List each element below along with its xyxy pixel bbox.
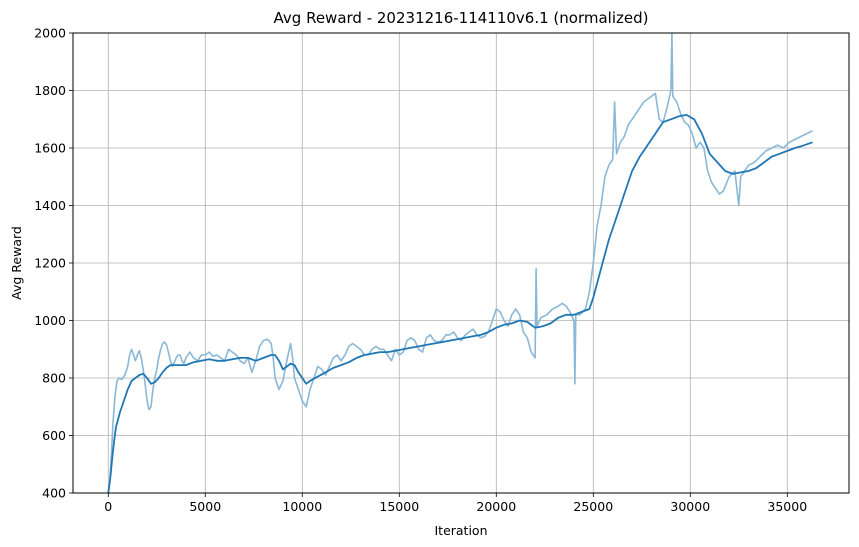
y-tick-label: 600	[42, 428, 66, 443]
y-tick-label: 1400	[34, 198, 66, 213]
y-axis: 400 600 800 1000 1200 1400 1600 1800 2000	[34, 26, 73, 501]
y-tick-label: 1600	[34, 141, 66, 156]
y-tick-label: 2000	[34, 26, 66, 41]
x-tick-label: 15000	[379, 499, 419, 514]
x-tick-label: 30000	[670, 499, 710, 514]
x-axis: 0 5000 10000 15000 20000 25000 30000 35000	[104, 493, 807, 514]
x-tick-label: 5000	[189, 499, 221, 514]
y-tick-label: 1800	[34, 83, 66, 98]
y-tick-label: 1000	[34, 313, 66, 328]
x-axis-label: Iteration	[434, 523, 487, 538]
x-tick-label: 25000	[573, 499, 613, 514]
x-tick-label: 0	[104, 499, 112, 514]
chart-title: Avg Reward - 20231216-114110v6.1 (normal…	[274, 9, 649, 27]
series-line-raw	[107, 33, 813, 493]
y-tick-label: 800	[42, 371, 66, 386]
y-tick-label: 400	[42, 486, 66, 501]
series-line-smoothed	[107, 114, 813, 493]
y-axis-label: Avg Reward	[9, 226, 24, 300]
x-tick-label: 20000	[476, 499, 516, 514]
x-tick-label: 10000	[282, 499, 322, 514]
plot-area	[107, 33, 813, 493]
x-tick-label: 35000	[767, 499, 807, 514]
y-tick-label: 1200	[34, 256, 66, 271]
